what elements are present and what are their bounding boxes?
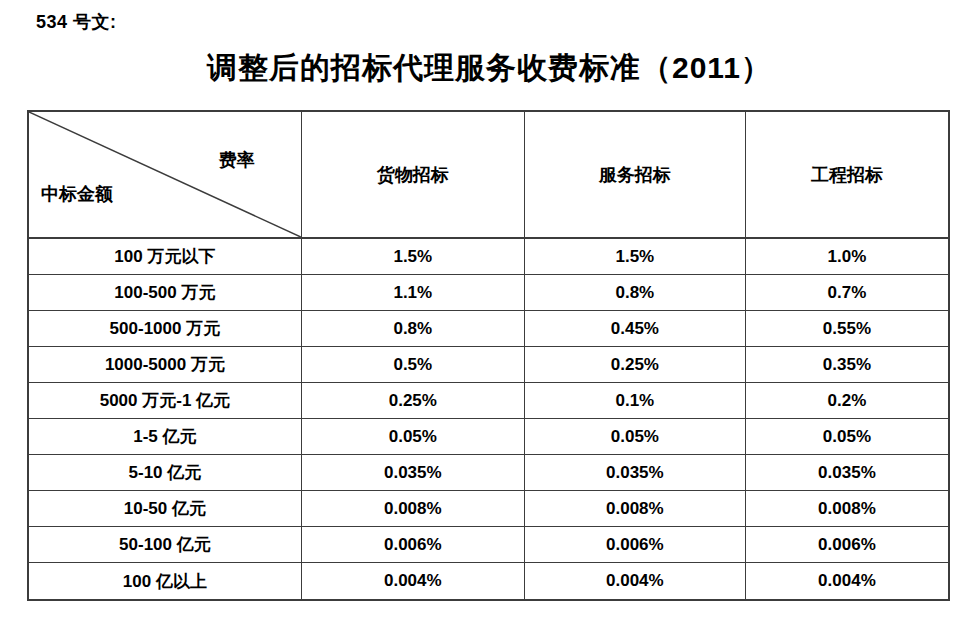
- column-header-goods-bidding: 货物招标: [302, 112, 525, 239]
- rate-cell: 0.35%: [746, 347, 948, 383]
- table-corner-cell: 费率 中标金额: [29, 112, 302, 239]
- rate-cell: 1.0%: [746, 239, 948, 275]
- row-amount-label: 1000-5000 万元: [29, 347, 302, 383]
- rate-cell: 0.2%: [746, 383, 948, 419]
- rate-cell: 0.035%: [302, 455, 525, 491]
- rate-cell: 0.004%: [525, 563, 746, 599]
- rate-cell: 1.1%: [302, 275, 525, 311]
- column-header-service-bidding: 服务招标: [525, 112, 746, 239]
- row-amount-label: 5000 万元-1 亿元: [29, 383, 302, 419]
- rate-cell: 0.55%: [746, 311, 948, 347]
- rate-cell: 0.1%: [525, 383, 746, 419]
- rate-cell: 0.006%: [302, 527, 525, 563]
- rate-cell: 1.5%: [525, 239, 746, 275]
- rate-cell: 0.008%: [746, 491, 948, 527]
- row-amount-label: 100-500 万元: [29, 275, 302, 311]
- rate-cell: 0.45%: [525, 311, 746, 347]
- rate-cell: 0.5%: [302, 347, 525, 383]
- rate-cell: 0.25%: [302, 383, 525, 419]
- rate-cell: 0.8%: [525, 275, 746, 311]
- rate-cell: 0.004%: [302, 563, 525, 599]
- row-amount-label: 10-50 亿元: [29, 491, 302, 527]
- row-amount-label: 500-1000 万元: [29, 311, 302, 347]
- rate-cell: 0.05%: [302, 419, 525, 455]
- rate-cell: 0.004%: [746, 563, 948, 599]
- rate-cell: 0.25%: [525, 347, 746, 383]
- page-title: 调整后的招标代理服务收费标准（2011）: [0, 48, 979, 89]
- column-header-engineering-bidding: 工程招标: [746, 112, 948, 239]
- rate-cell: 0.008%: [525, 491, 746, 527]
- rate-cell: 0.006%: [746, 527, 948, 563]
- rate-cell: 0.035%: [746, 455, 948, 491]
- row-amount-label: 1-5 亿元: [29, 419, 302, 455]
- diagonal-divider-line: [29, 112, 301, 237]
- rate-cell: 0.008%: [302, 491, 525, 527]
- row-amount-label: 50-100 亿元: [29, 527, 302, 563]
- corner-label-rate: 费率: [219, 148, 255, 172]
- document-page: 534 号文: 调整后的招标代理服务收费标准（2011） 费率 中标金额 货物招…: [0, 0, 979, 629]
- rate-cell: 0.05%: [746, 419, 948, 455]
- rate-cell: 1.5%: [302, 239, 525, 275]
- row-amount-label: 5-10 亿元: [29, 455, 302, 491]
- rate-cell: 0.05%: [525, 419, 746, 455]
- row-amount-label: 100 万元以下: [29, 239, 302, 275]
- rate-cell: 0.7%: [746, 275, 948, 311]
- fee-table: 费率 中标金额 货物招标 服务招标 工程招标 100 万元以下 1.5% 1.5…: [27, 110, 950, 601]
- doc-number-label: 534 号文:: [36, 10, 117, 34]
- rate-cell: 0.006%: [525, 527, 746, 563]
- corner-label-amount: 中标金额: [41, 182, 113, 206]
- row-amount-label: 100 亿以上: [29, 563, 302, 599]
- rate-cell: 0.035%: [525, 455, 746, 491]
- rate-cell: 0.8%: [302, 311, 525, 347]
